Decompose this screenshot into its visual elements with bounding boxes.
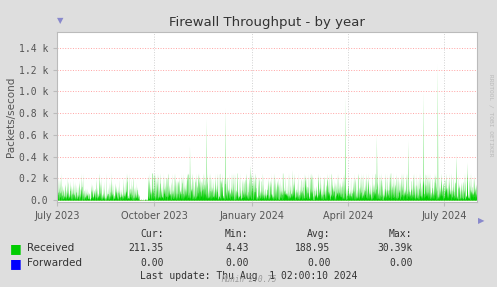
Text: Max:: Max: xyxy=(389,229,413,239)
Text: Cur:: Cur: xyxy=(141,229,164,239)
Text: Forwarded: Forwarded xyxy=(27,259,83,268)
Text: 0.00: 0.00 xyxy=(307,259,331,268)
Text: Munin 2.0.75: Munin 2.0.75 xyxy=(221,275,276,284)
Text: 0.00: 0.00 xyxy=(225,259,248,268)
Text: Min:: Min: xyxy=(225,229,248,239)
Text: 0.00: 0.00 xyxy=(389,259,413,268)
Text: ■: ■ xyxy=(10,257,22,270)
Text: 4.43: 4.43 xyxy=(225,243,248,253)
Text: RRDTOOL / TOBI OETIKER: RRDTOOL / TOBI OETIKER xyxy=(488,73,493,156)
Text: ▼: ▼ xyxy=(57,16,63,25)
Text: Received: Received xyxy=(27,243,75,253)
Text: 211.35: 211.35 xyxy=(129,243,164,253)
Y-axis label: Packets/second: Packets/second xyxy=(6,77,16,157)
Title: Firewall Throughput - by year: Firewall Throughput - by year xyxy=(169,16,365,29)
Text: 188.95: 188.95 xyxy=(295,243,331,253)
Text: Avg:: Avg: xyxy=(307,229,331,239)
Text: Last update: Thu Aug  1 02:00:10 2024: Last update: Thu Aug 1 02:00:10 2024 xyxy=(140,271,357,281)
Text: ■: ■ xyxy=(10,242,22,255)
Text: 0.00: 0.00 xyxy=(141,259,164,268)
Text: 30.39k: 30.39k xyxy=(377,243,413,253)
Text: ▶: ▶ xyxy=(478,216,485,225)
